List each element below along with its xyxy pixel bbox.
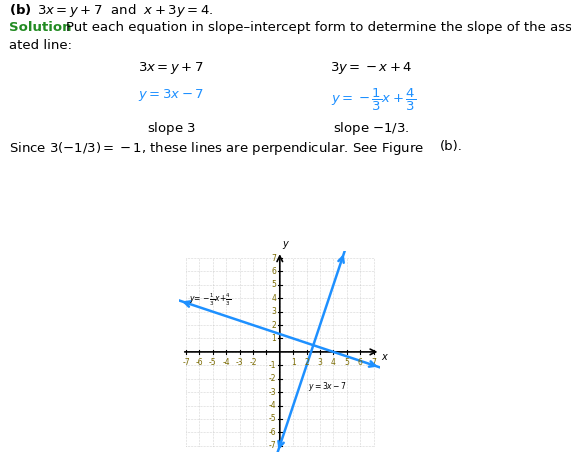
Text: 6: 6 [272,267,276,276]
Text: slope $-1/3.$: slope $-1/3.$ [333,120,409,137]
Text: $\mathbf{(b)}$: $\mathbf{(b)}$ [9,2,31,17]
Text: -7: -7 [182,358,190,367]
Text: $3y = -x + 4$: $3y = -x + 4$ [330,60,412,76]
Text: 6: 6 [358,358,363,367]
Text: slope $3$: slope $3$ [147,120,196,137]
Text: $y = -\dfrac{1}{3}x + \dfrac{4}{3}$: $y = -\dfrac{1}{3}x + \dfrac{4}{3}$ [331,87,416,113]
Text: 3: 3 [272,307,276,316]
Text: $y = 3x - 7$: $y = 3x - 7$ [308,380,347,393]
Text: -2: -2 [269,374,276,383]
Text: -2: -2 [249,358,257,367]
Text: 7: 7 [371,358,376,367]
Text: Since $3(-1/3) = -1$, these lines are perpendicular. See Figure: Since $3(-1/3) = -1$, these lines are pe… [9,140,424,157]
Text: 1: 1 [291,358,296,367]
Text: -4: -4 [269,401,276,410]
Text: -6: -6 [269,428,276,437]
Text: $y = 3x - 7$: $y = 3x - 7$ [138,87,204,103]
Text: Solution: Solution [9,21,71,33]
Text: $3x = y + 7$  and  $x + 3y = 4.$: $3x = y + 7$ and $x + 3y = 4.$ [37,2,214,19]
Text: -5: -5 [269,414,276,424]
Text: (b).: (b). [440,140,463,153]
Text: 2: 2 [304,358,309,367]
Text: $y$: $y$ [283,239,291,251]
Text: -3: -3 [269,388,276,397]
Text: $y\!=\!-\frac{1}{3}x\!+\!\frac{4}{3}$: $y\!=\!-\frac{1}{3}x\!+\!\frac{4}{3}$ [188,292,231,308]
Text: 5: 5 [272,280,276,289]
Text: 5: 5 [344,358,349,367]
Text: 2: 2 [272,320,276,329]
Text: 1: 1 [272,334,276,343]
Text: Put each equation in slope–intercept form to determine the slope of the associ-: Put each equation in slope–intercept for… [66,21,571,33]
Text: ated line:: ated line: [9,39,71,52]
Text: -7: -7 [269,441,276,450]
Text: 4: 4 [331,358,336,367]
Text: -3: -3 [236,358,243,367]
Text: $3x = y + 7$: $3x = y + 7$ [138,60,204,76]
Text: 7: 7 [272,254,276,263]
Text: 3: 3 [317,358,323,367]
Text: -1: -1 [269,361,276,370]
Text: 4: 4 [272,294,276,303]
Text: -5: -5 [209,358,216,367]
Text: $x$: $x$ [381,352,389,362]
Text: -6: -6 [195,358,203,367]
Text: -4: -4 [222,358,230,367]
